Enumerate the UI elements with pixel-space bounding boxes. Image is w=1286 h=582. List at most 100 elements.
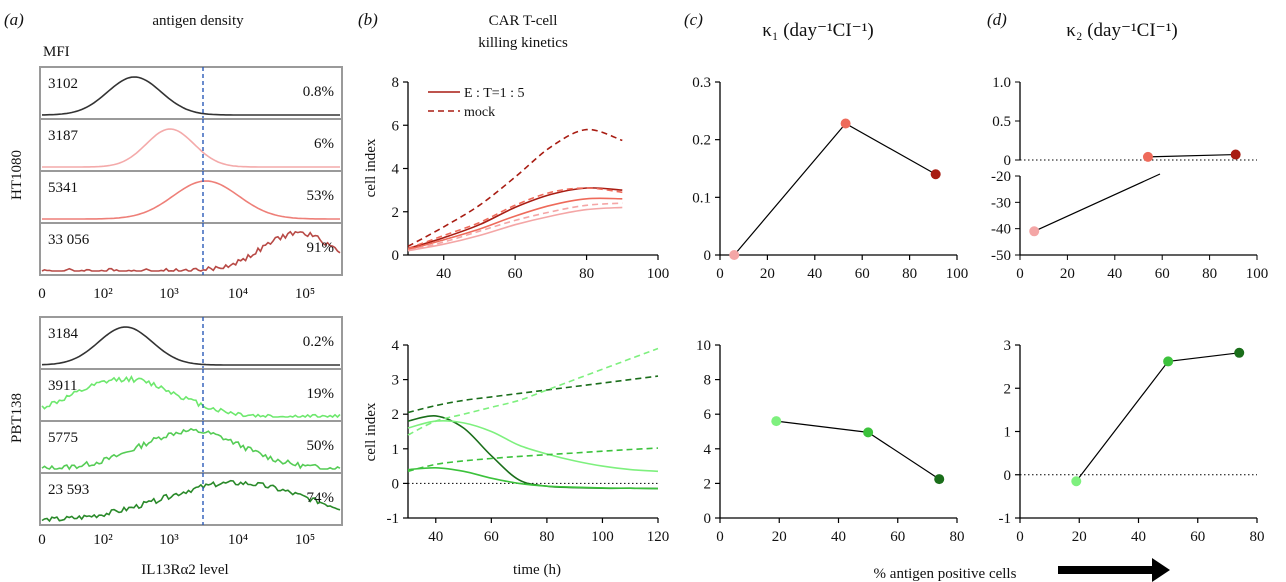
- mock-series-line: [407, 447, 659, 473]
- x-tick-label: 0: [38, 286, 46, 302]
- panel-c-label: (c): [684, 10, 703, 29]
- panel-b-title-1: CAR T-cell: [489, 13, 558, 29]
- x-tick-label: 10³: [159, 286, 179, 302]
- mfi-value: 3911: [48, 378, 77, 394]
- y-tick-label: 2: [1004, 381, 1012, 397]
- x-tick-label: 0: [1016, 529, 1024, 545]
- panel-a-mfi-header: MFI: [43, 44, 70, 60]
- mfi-value: 5775: [48, 430, 78, 446]
- x-tick-label: 80: [902, 266, 917, 282]
- x-tick-label: 40: [428, 529, 443, 545]
- car-t-series-line: [407, 414, 659, 490]
- mfi-value: 3102: [48, 76, 78, 92]
- histogram-curve: [41, 326, 340, 366]
- y-tick-label: -40: [991, 222, 1011, 238]
- x-tick-label: 80: [579, 266, 594, 282]
- x-tick-label: 20: [772, 529, 787, 545]
- x-tick-label: 60: [484, 529, 499, 545]
- b-xlabel: time (h): [513, 562, 561, 578]
- data-point: [1029, 226, 1040, 237]
- histogram-curve: [42, 180, 340, 220]
- histogram-curve: [42, 76, 340, 116]
- data-point: [1142, 151, 1153, 162]
- x-tick-label: 60: [855, 266, 870, 282]
- x-tick-label: 80: [950, 529, 965, 545]
- percent-positive: 91%: [307, 240, 335, 256]
- percent-positive: 0.8%: [303, 84, 334, 100]
- x-tick-label: 20: [1072, 529, 1087, 545]
- y-tick-label: 0.1: [692, 190, 711, 206]
- y-tick-label: 4: [392, 338, 400, 354]
- x-tick-label: 40: [1131, 529, 1146, 545]
- legend-solid-label: E : T=1 : 5: [464, 86, 525, 101]
- x-tick-label: 10²: [93, 286, 113, 302]
- connecting-line: [1147, 153, 1236, 158]
- panel-a-title: antigen density: [152, 13, 244, 29]
- y-tick-label: 0: [704, 511, 712, 527]
- y-tick-label: 0.2: [692, 133, 711, 149]
- x-tick-label: 80: [1202, 266, 1217, 282]
- kappa1-plot-pbt138: 0 2 4 6 8 10 0 20 40 60 80: [696, 338, 965, 545]
- x-tick-label: 10³: [159, 532, 179, 548]
- mock-series-line: [407, 202, 623, 252]
- car-t-series-line: [407, 206, 623, 252]
- data-point: [1234, 347, 1245, 358]
- y-tick-label: 6: [704, 407, 712, 423]
- x-tick-label: 80: [1250, 529, 1265, 545]
- data-point: [771, 416, 782, 427]
- y-tick-label: 8: [704, 373, 712, 389]
- x-tick-label: 10⁵: [295, 532, 315, 548]
- panel-d-label: (d): [987, 10, 1007, 29]
- percent-positive: 50%: [307, 438, 335, 454]
- data-point: [729, 250, 740, 260]
- connecting-line: [1075, 352, 1240, 482]
- y-tick-label: 10: [696, 338, 711, 354]
- histogram-stack-ht1080: 3102 0.8% 3187 6% 5341 53% 33 056 91%: [39, 66, 343, 276]
- y-tick-label: 1: [1004, 425, 1012, 441]
- kinetics-plot-ht1080: 0 2 4 6 8 40 60 80 100: [392, 75, 670, 282]
- y-tick-label: 4: [704, 442, 712, 458]
- connecting-line: [733, 122, 936, 256]
- kinetics-plot-pbt138: -1 0 1 2 3 4 40 60 80 100 120: [387, 338, 670, 545]
- x-tick-label: 60: [1155, 266, 1170, 282]
- x-tick-label: 40: [807, 266, 822, 282]
- x-tick-label: 100: [591, 529, 614, 545]
- histogram-frame: [39, 368, 343, 422]
- y-tick-label: 0.5: [992, 114, 1011, 130]
- panel-c-title: κ₁ (day⁻¹CI⁻¹): [762, 20, 874, 41]
- legend-dashed-label: mock: [464, 105, 495, 120]
- x-tick-label: 10⁵: [295, 286, 315, 302]
- data-point: [1163, 356, 1174, 367]
- mfi-value: 23 593: [48, 482, 89, 498]
- y-tick-label: 1.0: [992, 75, 1011, 91]
- y-tick-label: -50: [991, 248, 1011, 264]
- y-tick-label: 0: [1004, 153, 1012, 169]
- histogram-frame: [39, 222, 343, 276]
- car-t-series-line: [407, 197, 623, 251]
- percent-positive: 6%: [314, 136, 334, 152]
- x-tick-label: 60: [508, 266, 523, 282]
- histogram-curve: [41, 230, 341, 272]
- histogram-curve: [42, 128, 340, 168]
- x-tick-label: 10²: [93, 532, 113, 548]
- mfi-value: 3184: [48, 326, 79, 342]
- y-tick-label: 0: [1004, 468, 1012, 484]
- x-tick-label: 100: [946, 266, 969, 282]
- x-tick-label: 60: [890, 529, 905, 545]
- y-tick-label: 3: [1004, 338, 1012, 354]
- mock-series-line: [407, 375, 659, 414]
- data-point: [1230, 149, 1241, 160]
- y-tick-label: 4: [392, 162, 400, 178]
- arrow-icon: [1058, 558, 1170, 582]
- mock-series-line: [407, 187, 623, 250]
- mfi-value: 33 056: [48, 232, 90, 248]
- histogram-frame: [39, 118, 343, 172]
- legend: E : T=1 : 5 mock: [428, 86, 525, 120]
- x-tick-label: 80: [539, 529, 554, 545]
- mock-series-line: [407, 128, 623, 248]
- b-top-ylabel: cell index: [363, 138, 379, 197]
- data-point: [1071, 476, 1082, 487]
- histogram-curve: [41, 375, 341, 419]
- car-t-series-line: [407, 466, 659, 490]
- x-tick-label: 0: [716, 529, 724, 545]
